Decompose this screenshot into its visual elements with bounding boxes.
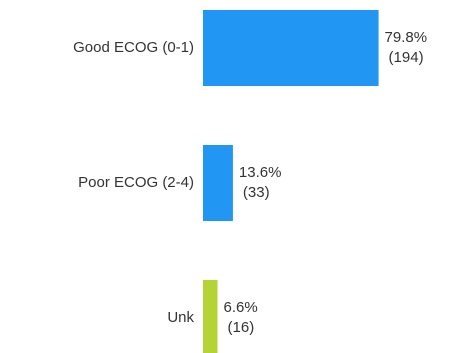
- value-label: 6.6%: [224, 299, 258, 316]
- bar: [203, 10, 379, 86]
- count-label: (16): [228, 319, 255, 336]
- bar: [203, 145, 233, 221]
- category-label: Unk: [167, 309, 194, 326]
- category-label: Good ECOG (0-1): [73, 39, 194, 56]
- count-label: (194): [389, 49, 424, 66]
- category-label: Poor ECOG (2-4): [78, 174, 194, 191]
- bar: [203, 280, 218, 353]
- value-label: 13.6%: [239, 164, 282, 181]
- value-label: 79.8%: [385, 29, 428, 46]
- count-label: (33): [243, 184, 270, 201]
